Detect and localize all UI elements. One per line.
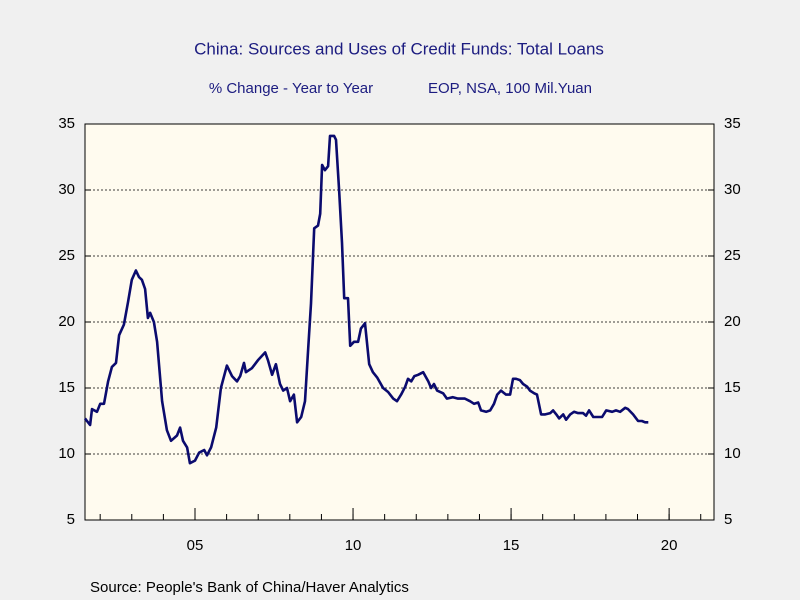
- y2-tick-label: 10: [724, 445, 741, 462]
- y-tick-label: 15: [58, 379, 75, 396]
- y2-tick-label: 5: [724, 511, 732, 528]
- y2-tick-label: 35: [724, 115, 741, 132]
- y2-tick-label: 15: [724, 379, 741, 396]
- plot-area: [85, 124, 714, 520]
- chart-subtitle: % Change - Year to Year: [209, 80, 373, 97]
- y2-tick-label: 20: [724, 313, 741, 330]
- x-tick-label: 05: [187, 537, 204, 554]
- y-tick-label: 25: [58, 247, 75, 264]
- y2-tick-label: 25: [724, 247, 741, 264]
- y-tick-label: 35: [58, 115, 75, 132]
- y-tick-label: 20: [58, 313, 75, 330]
- x-tick-label: 10: [345, 537, 362, 554]
- chart-title: China: Sources and Uses of Credit Funds:…: [194, 39, 604, 58]
- source-note: Source: People's Bank of China/Haver Ana…: [90, 579, 409, 596]
- x-tick-label: 20: [661, 537, 678, 554]
- y-tick-label: 10: [58, 445, 75, 462]
- y2-tick-label: 30: [724, 181, 741, 198]
- y-tick-label: 5: [67, 511, 75, 528]
- data-line: [83, 134, 649, 465]
- chart-units: EOP, NSA, 100 Mil.Yuan: [428, 80, 592, 97]
- x-tick-label: 15: [503, 537, 520, 554]
- plot-frame: [84, 123, 715, 521]
- y-tick-label: 30: [58, 181, 75, 198]
